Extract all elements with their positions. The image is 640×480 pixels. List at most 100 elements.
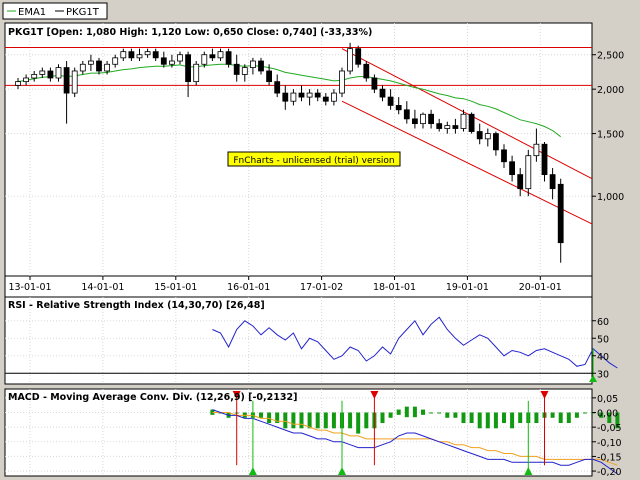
macd-histogram-bar bbox=[275, 412, 280, 424]
buy-signal-arrow bbox=[338, 467, 346, 475]
candle-body bbox=[258, 60, 264, 72]
macd-y-tick-label: -0,20 bbox=[597, 467, 622, 478]
candle-body bbox=[209, 54, 216, 59]
candle-body bbox=[241, 67, 248, 75]
macd-histogram-bar bbox=[380, 412, 385, 424]
candle-body bbox=[452, 125, 459, 129]
price-y-tick-label: 1,000 bbox=[597, 192, 624, 203]
buy-signal-arrow bbox=[524, 467, 533, 475]
macd-histogram-bar bbox=[534, 412, 539, 424]
macd-histogram-bar bbox=[299, 412, 304, 429]
trend-channel-upper bbox=[341, 48, 593, 180]
candle-body bbox=[266, 70, 273, 83]
macd-histogram-bar bbox=[437, 412, 442, 414]
macd-histogram-bar bbox=[550, 412, 555, 418]
candle-body bbox=[185, 54, 192, 83]
macd-y-tick-label: 0,05 bbox=[597, 394, 618, 405]
macd-histogram-bar bbox=[477, 412, 482, 429]
candle-body bbox=[314, 92, 321, 98]
candle-body bbox=[517, 174, 524, 190]
candle-body bbox=[233, 63, 240, 75]
candle-body bbox=[387, 96, 394, 106]
price-series bbox=[5, 42, 593, 263]
x-tick-label: 17-01-02 bbox=[300, 282, 343, 293]
macd-histogram-bar bbox=[574, 412, 579, 418]
candle-body bbox=[298, 92, 305, 98]
macd-histogram-bar bbox=[364, 412, 369, 429]
macd-histogram-bar bbox=[291, 412, 296, 429]
candle-body bbox=[306, 92, 313, 98]
candle-body bbox=[468, 113, 475, 132]
candle-body bbox=[330, 92, 337, 102]
candle-body bbox=[322, 96, 329, 102]
candle-body bbox=[549, 174, 556, 190]
macd-histogram-bar bbox=[485, 412, 490, 429]
candle-body bbox=[79, 63, 86, 72]
macd-histogram-bar bbox=[510, 412, 515, 429]
candle-body bbox=[339, 70, 345, 94]
macd-y-tick-label: -0,10 bbox=[597, 438, 622, 449]
macd-histogram-bar bbox=[493, 412, 498, 429]
candle-body bbox=[160, 57, 167, 65]
candle-body bbox=[282, 92, 289, 102]
candle-body bbox=[168, 60, 175, 65]
legend-ema-label: EMA1 bbox=[18, 7, 46, 18]
x-tick-label: 16-01-01 bbox=[227, 282, 270, 293]
candle-body bbox=[347, 48, 354, 72]
candle-body bbox=[411, 118, 418, 125]
price-y-tick-label: 1,500 bbox=[597, 130, 624, 141]
macd-histogram-bar bbox=[599, 412, 604, 418]
macd-histogram-bar bbox=[348, 412, 353, 429]
x-tick-label: 14-01-01 bbox=[81, 282, 124, 293]
macd-histogram-bar bbox=[558, 412, 563, 424]
macd-histogram-bar bbox=[518, 412, 523, 424]
candle-body bbox=[541, 143, 548, 176]
candle-body bbox=[274, 81, 281, 94]
candle-body bbox=[96, 60, 102, 72]
candle-body bbox=[47, 70, 54, 79]
candle-body bbox=[533, 143, 540, 157]
rsi-y-tick-label: 60 bbox=[597, 317, 609, 328]
candle-body bbox=[177, 54, 183, 62]
candle-body bbox=[557, 183, 564, 244]
x-tick-label: 19-01-01 bbox=[446, 282, 489, 293]
macd-histogram-bar bbox=[283, 412, 288, 429]
candle-body bbox=[225, 51, 232, 65]
buy-signal-arrow bbox=[248, 467, 257, 475]
candle-body bbox=[363, 63, 370, 79]
axis-labels: 13-01-01 14-01-01 15-01-01 16-01-01 17-01-02… bbox=[8, 51, 624, 478]
macd-histogram-bar bbox=[502, 412, 506, 424]
macd-histogram-bar bbox=[331, 412, 336, 429]
candle-body bbox=[509, 161, 516, 176]
candle-body bbox=[355, 48, 362, 65]
macd-histogram-bar bbox=[615, 412, 620, 429]
watermark-text: FnCharts - unlicensed (trial) version bbox=[233, 156, 394, 166]
price-y-tick-label: 2,500 bbox=[597, 51, 624, 62]
candle-body bbox=[128, 51, 135, 59]
candle-body bbox=[217, 51, 224, 59]
sell-signal-arrow bbox=[540, 391, 549, 399]
price-y-tick-label: 2,000 bbox=[597, 85, 624, 96]
candle-body bbox=[88, 60, 94, 65]
watermark-box bbox=[227, 151, 401, 167]
rsi-y-tick-label: 30 bbox=[597, 369, 609, 380]
candle-body bbox=[420, 113, 426, 125]
candle-body bbox=[144, 51, 151, 56]
macd-histogram-bar bbox=[259, 412, 263, 418]
macd-histogram-bar bbox=[267, 412, 272, 424]
x-tick-label: 18-01-01 bbox=[373, 282, 416, 293]
macd-histogram-bar bbox=[469, 412, 474, 424]
candle-body bbox=[15, 81, 21, 86]
candle-body bbox=[112, 57, 119, 65]
rsi-line bbox=[212, 316, 618, 369]
macd-histogram-bar bbox=[356, 412, 361, 434]
candle-body bbox=[290, 92, 297, 102]
sell-signal-arrow bbox=[232, 391, 241, 399]
candle-body bbox=[395, 105, 402, 111]
candle-body bbox=[201, 54, 208, 65]
macd-histogram-bar bbox=[453, 412, 458, 418]
macd-histogram-bar bbox=[445, 412, 450, 418]
macd-y-tick-label: -0,05 bbox=[597, 423, 622, 434]
rsi-y-tick-label: 40 bbox=[597, 352, 609, 363]
trend-channel-lower bbox=[341, 100, 593, 225]
